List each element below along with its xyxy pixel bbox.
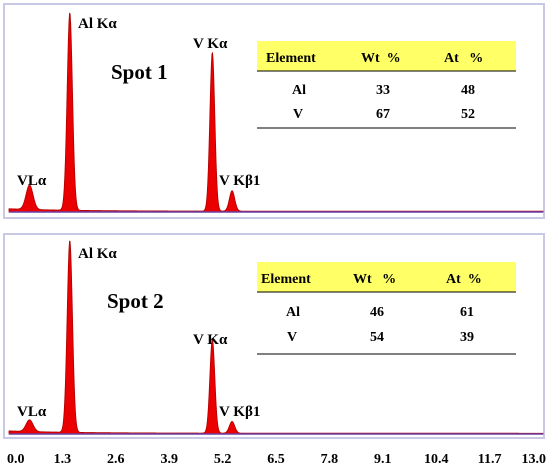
panel-frame	[3, 3, 545, 219]
peak-label-vla: VLα	[17, 404, 47, 420]
table-header-bg	[257, 41, 516, 71]
table-cell: 48	[461, 83, 475, 98]
table-header-element: Element	[266, 51, 316, 66]
table-header-element: Element	[261, 272, 311, 287]
table-cell: Al	[292, 83, 306, 98]
x-tick-label: 3.9	[160, 452, 178, 467]
x-tick-label: 11.7	[478, 452, 502, 467]
table-cell: 52	[461, 107, 475, 122]
table-header-wt: Wt %	[361, 51, 401, 66]
peak-label-al-ka: Al Kα	[78, 246, 117, 262]
table-cell: 61	[460, 305, 474, 320]
spectrum-panel-spot-2: VLα Al Kα V Kα V Kβ1 Spot 2 Element Wt %…	[3, 233, 545, 439]
spectrum-area	[8, 240, 544, 435]
table-header-at: At %	[446, 272, 482, 287]
x-tick-label: 7.8	[321, 452, 339, 467]
x-tick-label: 5.2	[214, 452, 232, 467]
peak-label-v-ka: V Kα	[193, 36, 228, 52]
spectrum-panel-spot-1: VLα Al Kα V Kα V Kβ1 Spot 1 Element Wt %…	[3, 3, 545, 219]
table-cell: 39	[460, 330, 474, 345]
x-tick-label: 1.3	[54, 452, 72, 467]
table-cell: Al	[286, 305, 300, 320]
x-tick-label: 9.1	[374, 452, 392, 467]
table-cell: V	[287, 330, 297, 345]
x-tick-label: 2.6	[107, 452, 125, 467]
x-tick-label: 0.0	[7, 452, 25, 467]
peak-label-v-kb1: V Kβ1	[219, 404, 260, 420]
spectrum-area	[8, 12, 544, 213]
table-header-at: At %	[444, 51, 483, 66]
x-tick-label: 13.0	[522, 452, 547, 467]
table-cell: 46	[370, 305, 384, 320]
table-cell: 54	[370, 330, 384, 345]
table-header-wt: Wt %	[353, 272, 396, 287]
spot-title: Spot 2	[107, 289, 164, 313]
composition-table: Element Wt % At % Al 33 48 V 67 52	[257, 41, 516, 129]
x-tick-label: 6.5	[267, 452, 285, 467]
peak-label-v-ka: V Kα	[193, 332, 228, 348]
peak-label-al-ka: Al Kα	[78, 16, 117, 32]
spot-title: Spot 1	[111, 60, 168, 84]
table-cell: V	[293, 107, 303, 122]
peak-label-v-kb1: V Kβ1	[219, 173, 260, 189]
table-header-bg	[257, 262, 516, 292]
table-cell: 67	[376, 107, 390, 122]
table-cell: 33	[376, 83, 390, 98]
peak-label-vla: VLα	[17, 173, 47, 189]
x-axis-tick-labels: 0.0 1.3 2.6 3.9 5.2 6.5 7.8 9.1 10.4 11.7 13.0	[7, 452, 546, 467]
composition-table: Element Wt % At % Al 46 61 V 54 39	[257, 262, 516, 355]
x-tick-label: 10.4	[424, 452, 449, 467]
